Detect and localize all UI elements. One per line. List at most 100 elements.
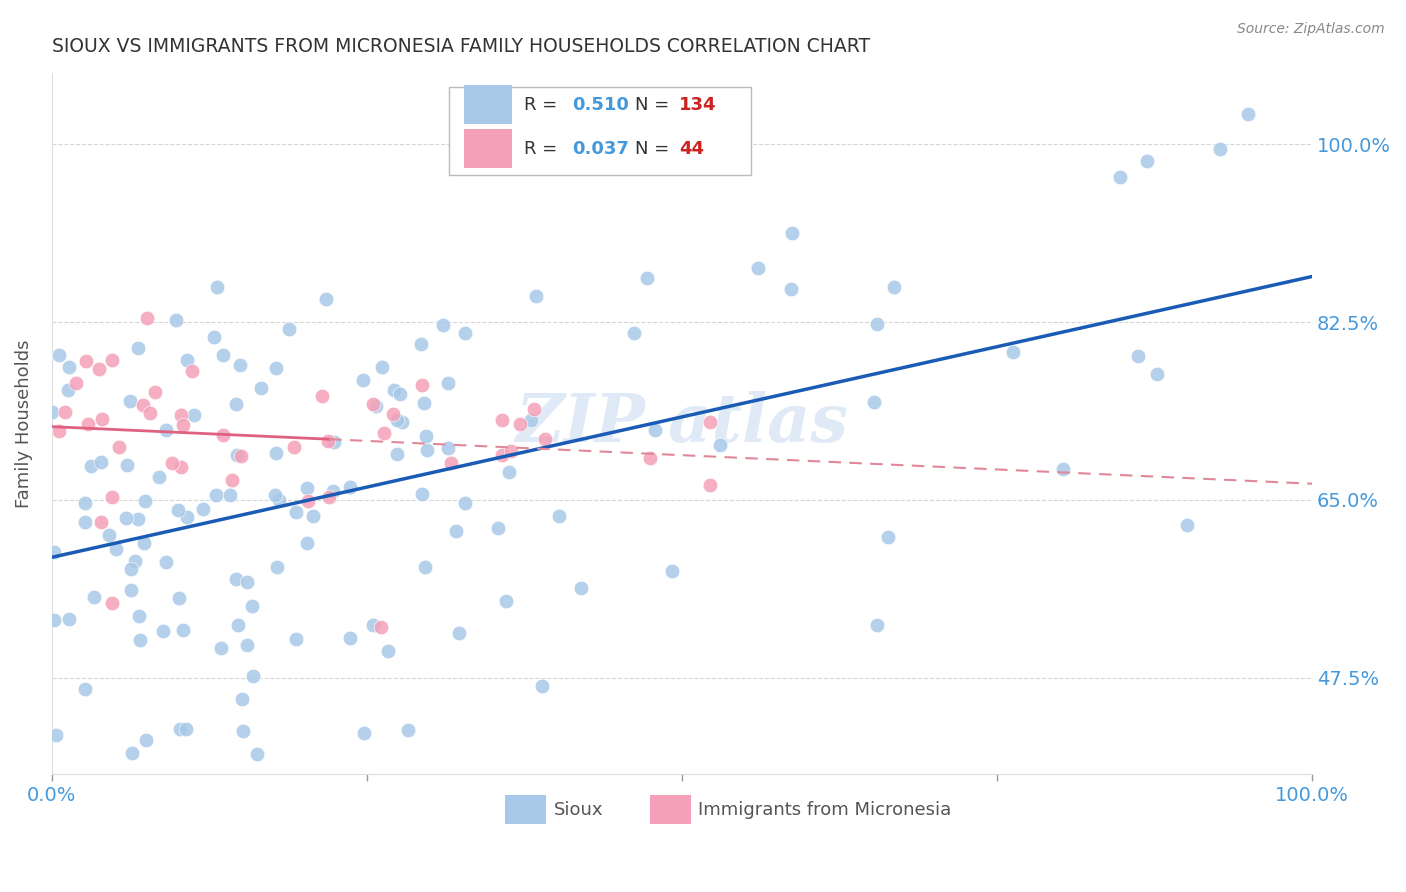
Point bbox=[1128, 349, 1150, 363]
Point bbox=[128, 633, 150, 648]
Text: 0.037: 0.037 bbox=[572, 140, 628, 158]
Point bbox=[384, 383, 406, 397]
Point bbox=[48, 424, 70, 438]
Point bbox=[75, 353, 97, 368]
Bar bbox=[506, 795, 546, 824]
Point bbox=[202, 330, 225, 344]
Point bbox=[780, 226, 803, 240]
Point bbox=[176, 353, 198, 368]
Point bbox=[353, 726, 375, 740]
Point bbox=[90, 455, 112, 469]
Point bbox=[58, 384, 80, 398]
Point bbox=[495, 594, 517, 608]
Point bbox=[883, 280, 905, 294]
Point bbox=[212, 427, 235, 442]
Point bbox=[127, 511, 149, 525]
Point bbox=[454, 326, 477, 340]
Point bbox=[207, 279, 229, 293]
Point bbox=[361, 617, 384, 632]
Point bbox=[160, 456, 183, 470]
Point bbox=[491, 413, 513, 427]
Point bbox=[120, 393, 142, 408]
Point bbox=[225, 448, 247, 462]
Point bbox=[165, 313, 187, 327]
Point bbox=[132, 398, 155, 412]
Point bbox=[226, 617, 249, 632]
Point bbox=[240, 599, 263, 613]
Point bbox=[491, 448, 513, 462]
Point bbox=[709, 438, 731, 452]
Point bbox=[169, 722, 191, 736]
Point bbox=[278, 322, 301, 336]
Point bbox=[411, 487, 433, 501]
Point bbox=[90, 515, 112, 529]
Point bbox=[413, 396, 436, 410]
Point bbox=[100, 490, 122, 504]
Point bbox=[42, 545, 65, 559]
Point bbox=[181, 364, 204, 378]
Point bbox=[65, 376, 87, 391]
Point bbox=[134, 494, 156, 508]
Point bbox=[1109, 169, 1132, 184]
Point bbox=[339, 480, 361, 494]
Point bbox=[101, 352, 124, 367]
Point bbox=[114, 511, 136, 525]
Point bbox=[73, 515, 96, 529]
Point bbox=[352, 374, 374, 388]
Point bbox=[623, 326, 645, 340]
Point bbox=[779, 282, 801, 296]
Point bbox=[229, 358, 252, 372]
Point bbox=[229, 450, 252, 464]
Text: N =: N = bbox=[636, 140, 675, 158]
Point bbox=[108, 440, 131, 454]
Point bbox=[1209, 142, 1232, 156]
Point bbox=[183, 409, 205, 423]
Point bbox=[167, 591, 190, 606]
Point bbox=[225, 572, 247, 586]
Point bbox=[361, 397, 384, 411]
Point bbox=[152, 624, 174, 638]
Text: 44: 44 bbox=[679, 140, 704, 158]
Point bbox=[322, 483, 344, 498]
Point bbox=[285, 632, 308, 646]
Point bbox=[246, 747, 269, 761]
Point bbox=[385, 413, 408, 427]
Point bbox=[225, 397, 247, 411]
Bar bbox=[651, 795, 690, 824]
Point bbox=[295, 481, 318, 495]
Point bbox=[1237, 107, 1260, 121]
Point bbox=[120, 583, 142, 598]
Text: R =: R = bbox=[524, 96, 564, 114]
Point bbox=[486, 521, 509, 535]
Point bbox=[58, 360, 80, 375]
Point bbox=[389, 387, 412, 401]
Point bbox=[221, 473, 243, 487]
Point bbox=[135, 732, 157, 747]
Point bbox=[297, 493, 319, 508]
Point bbox=[170, 408, 193, 422]
Point bbox=[115, 458, 138, 473]
Point bbox=[124, 554, 146, 568]
Point bbox=[283, 440, 305, 454]
Point bbox=[318, 490, 340, 504]
Text: Immigrants from Micronesia: Immigrants from Micronesia bbox=[699, 801, 952, 819]
Point bbox=[526, 289, 548, 303]
Point bbox=[48, 348, 70, 362]
FancyBboxPatch shape bbox=[449, 87, 751, 175]
Point bbox=[172, 623, 194, 637]
Point bbox=[385, 446, 408, 460]
Point bbox=[191, 501, 214, 516]
Point bbox=[413, 560, 436, 574]
Point bbox=[267, 493, 290, 508]
Point bbox=[339, 631, 361, 645]
Text: 134: 134 bbox=[679, 96, 717, 114]
Point bbox=[447, 626, 470, 640]
Point bbox=[264, 488, 287, 502]
Point bbox=[242, 669, 264, 683]
Bar bbox=[464, 129, 512, 168]
Point bbox=[1001, 344, 1024, 359]
Point bbox=[391, 415, 413, 429]
Point bbox=[53, 405, 76, 419]
Point bbox=[523, 402, 546, 417]
Point bbox=[866, 618, 889, 632]
